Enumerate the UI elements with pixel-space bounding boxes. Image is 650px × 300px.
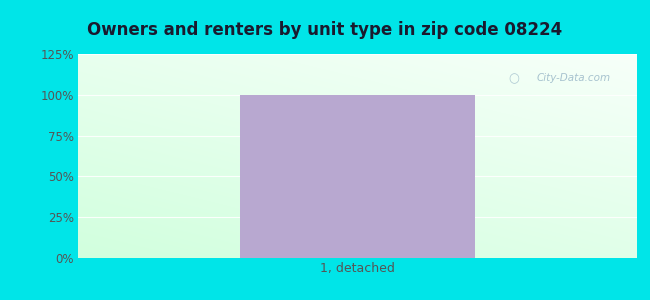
Text: City-Data.com: City-Data.com	[536, 74, 610, 83]
Text: ○: ○	[508, 72, 519, 85]
Bar	[240, 95, 475, 258]
Text: Owners and renters by unit type in zip code 08224: Owners and renters by unit type in zip c…	[87, 21, 563, 39]
